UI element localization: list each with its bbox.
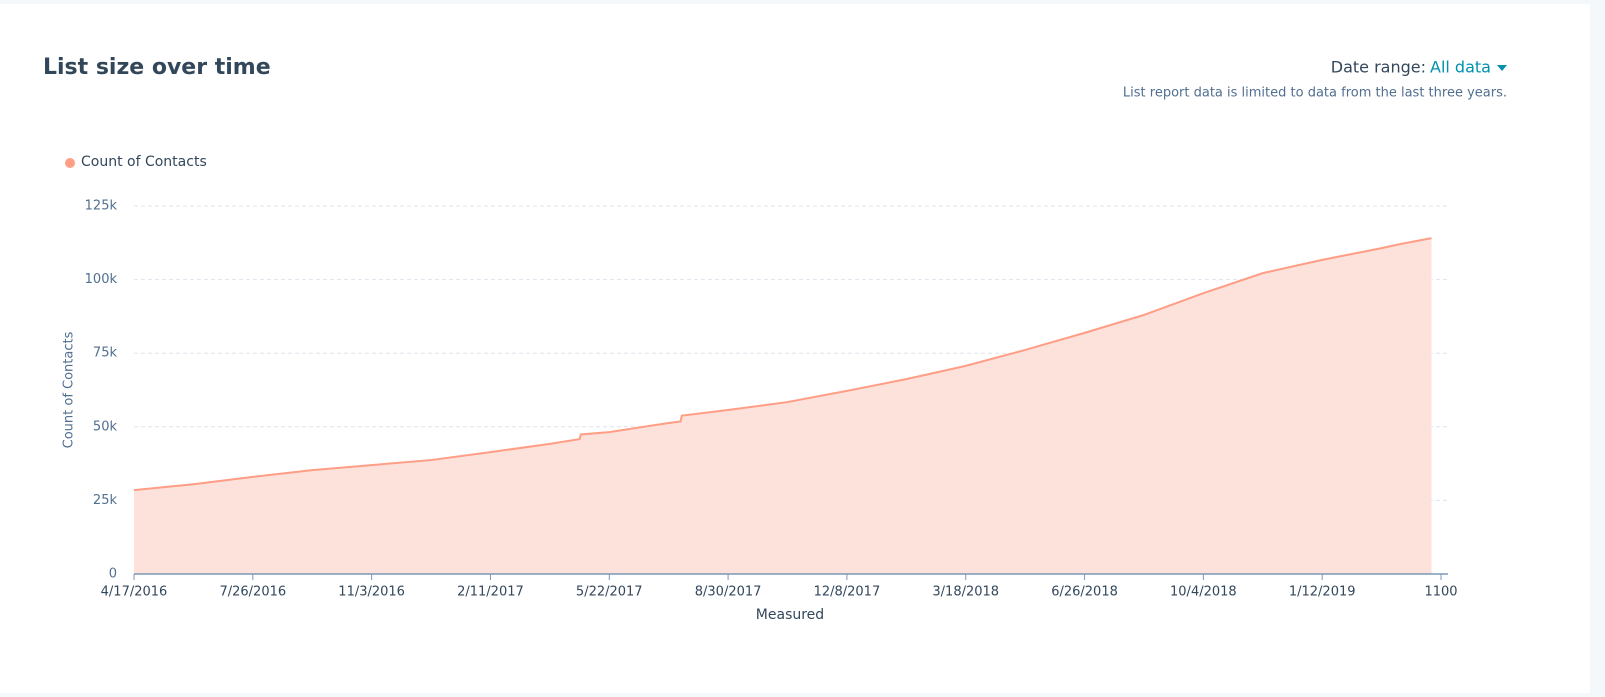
x-tick-label: 1100 [1424,585,1457,600]
x-tick-label: 2/11/2017 [457,585,524,600]
y-tick-label: 0 [109,567,117,582]
y-tick-label: 50k [93,419,118,434]
x-tick-label: 8/30/2017 [695,585,762,600]
x-tick-label: 12/8/2017 [814,585,881,600]
y-tick-label: 125k [85,199,118,214]
x-tick-label: 4/17/2016 [101,585,168,600]
x-tick-label: 10/4/2018 [1170,585,1237,600]
report-card: List size over time Date range: All data… [0,4,1590,693]
chart: List size over time Date range: All data… [43,55,1507,623]
x-axis-title: Measured [756,607,824,623]
x-tick-label: 5/22/2017 [576,585,643,600]
y-tick-label: 100k [85,272,118,287]
y-tick-label: 25k [93,493,118,508]
x-tick-label: 7/26/2016 [219,585,286,600]
legend-dot [65,158,75,168]
note: List report data is limited to data from… [1123,86,1507,101]
x-tick-label: 1/12/2019 [1289,585,1356,600]
line [133,237,1432,492]
title: List size over time [43,55,271,80]
y-axis-title: Count of Contacts [62,331,77,448]
x-tick-label: 6/26/2018 [1051,585,1118,600]
x-tick-label: 3/18/2018 [932,585,999,600]
y-tick-label: 75k [93,346,118,361]
x-tick-label: 11/3/2016 [338,585,405,600]
date-range-dropdown[interactable]: All data [1430,58,1491,77]
area [134,238,1432,574]
legend-label[interactable]: Count of Contacts [81,154,207,170]
date-range-label: Date range: [1331,58,1426,77]
dropdown-caret[interactable] [1497,65,1507,71]
